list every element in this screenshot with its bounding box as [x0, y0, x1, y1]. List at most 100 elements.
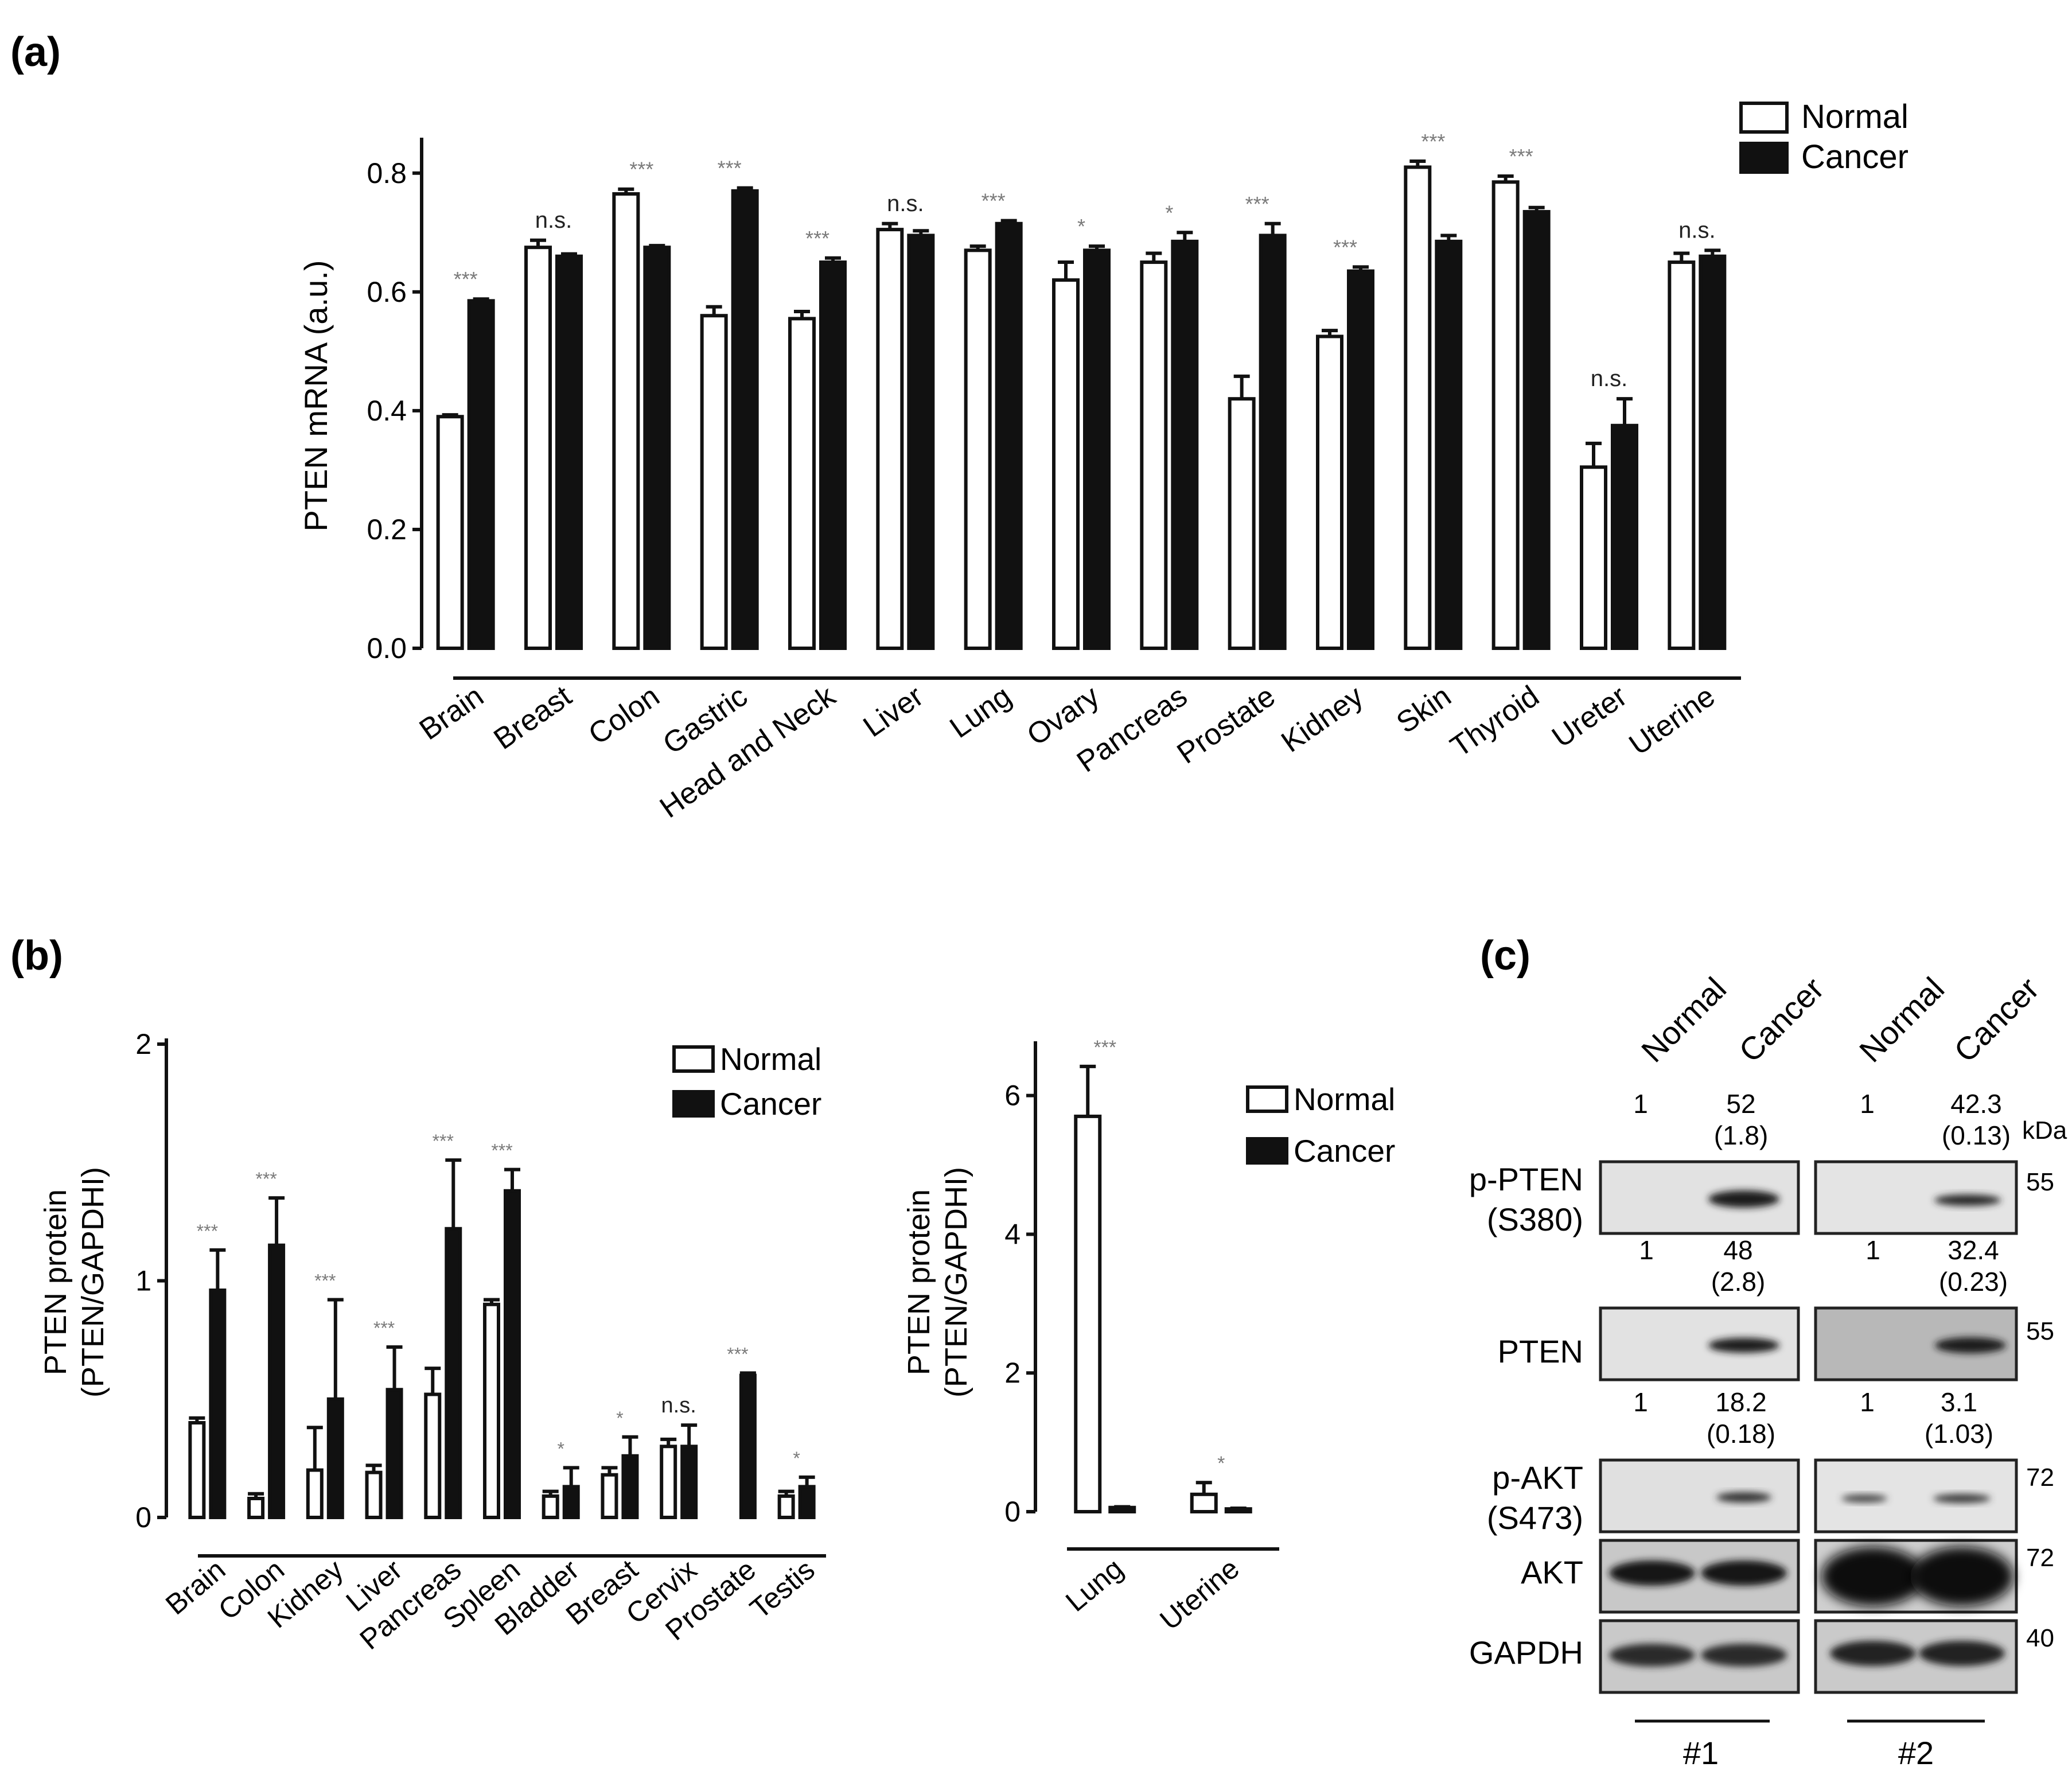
y-tick-label: 0.8: [367, 157, 407, 189]
y-axis-label: PTEN mRNA (a.u.): [298, 260, 334, 532]
x-category-label: Prostate: [1171, 679, 1282, 770]
bar-cancer: [643, 246, 671, 651]
blot-band: [1708, 1338, 1779, 1353]
panel-a-chart: 0.0 0.2 0.4 0.6 0.8 PTEN mRNA (a.u.) *** Brain n…: [298, 130, 1741, 824]
bar-cancer: [1699, 254, 1727, 650]
blot-column-normal-1: Normal: [1634, 970, 1733, 1069]
blot-quant: (0.23): [1939, 1267, 2008, 1297]
significance-label: ***: [373, 1318, 395, 1338]
legend-cancer-label: Cancer: [1294, 1133, 1395, 1169]
bar-normal: [1052, 278, 1080, 650]
y-tick-label: 0: [135, 1501, 151, 1533]
blot-quant: 1: [1860, 1089, 1875, 1119]
x-category-label: Lung: [1060, 1552, 1129, 1618]
bar-normal: [424, 1392, 442, 1519]
bar-cancer: [680, 1445, 698, 1519]
y-axis-label: (PTEN/GAPDHI): [76, 1167, 110, 1398]
bar-cancer: [1224, 1507, 1252, 1513]
panel-label-b: (b): [10, 933, 63, 979]
blot-quant: (0.13): [1942, 1120, 2011, 1150]
bar-cancer: [326, 1397, 344, 1519]
blot-kda-value: 40: [2026, 1624, 2054, 1652]
bar-cancer: [467, 299, 495, 650]
bar-cancer: [209, 1289, 227, 1519]
bar-normal: [1190, 1492, 1218, 1514]
x-category-label: Colon: [583, 679, 666, 751]
bar-normal: [777, 1494, 795, 1519]
y-tick-label: 4: [1004, 1218, 1021, 1250]
blot-row-label: p-PTEN: [1469, 1161, 1583, 1197]
y-tick-label: 6: [1004, 1080, 1021, 1112]
blot-quant: (1.03): [1925, 1419, 1993, 1449]
significance-label: n.s.: [887, 191, 924, 216]
legend-normal-label: Normal: [1294, 1081, 1395, 1117]
blot-band: [1609, 1560, 1695, 1586]
x-category-label: Testis: [744, 1554, 821, 1625]
bar-normal: [1140, 260, 1168, 650]
bar-normal: [1316, 334, 1343, 650]
legend-cancer-label: Cancer: [1801, 138, 1909, 176]
blot-quant: 52: [1726, 1089, 1755, 1119]
significance-label: ***: [255, 1169, 276, 1189]
bar-normal: [306, 1468, 324, 1519]
blot-quant: 1: [1633, 1387, 1648, 1417]
blot-quant: (2.8): [1711, 1267, 1766, 1297]
bar-normal: [601, 1473, 618, 1519]
blot-quant: 1: [1633, 1089, 1648, 1119]
blot-sample-label: #2: [1898, 1735, 1934, 1771]
blot-column-normal-2: Normal: [1852, 970, 1951, 1069]
blot-band: [1935, 1337, 2006, 1353]
blot-band: [1701, 1560, 1787, 1586]
significance-label: n.s.: [1678, 217, 1715, 243]
bar-cancer: [562, 1485, 580, 1519]
blot-quant: (1.8): [1714, 1120, 1769, 1150]
significance-label: ***: [1333, 235, 1357, 259]
bar-normal: [524, 246, 552, 651]
blot-band: [1701, 1644, 1787, 1667]
blot-row-label: (S473): [1487, 1500, 1583, 1536]
blot-row-label: GAPDH: [1469, 1634, 1583, 1671]
significance-label: *: [558, 1438, 564, 1459]
blot-band: [1841, 1494, 1887, 1503]
bar-cancer: [1611, 423, 1638, 650]
y-tick-label: 0.6: [367, 276, 407, 308]
y-tick-label: 1: [135, 1265, 151, 1297]
bar-cancer: [819, 260, 847, 650]
blot-quant: 1: [1639, 1235, 1654, 1265]
blot-quant: 18.2: [1715, 1387, 1767, 1417]
significance-label: ***: [727, 1344, 748, 1364]
bar-normal: [483, 1302, 500, 1519]
significance-label: ***: [433, 1131, 454, 1151]
bar-cancer: [385, 1388, 403, 1519]
significance-label: ***: [197, 1221, 218, 1241]
legend-cancer-swatch: [672, 1090, 715, 1118]
blot-band: [1830, 1641, 1916, 1666]
blot-kda-value: 72: [2026, 1544, 2054, 1572]
bar-normal: [365, 1470, 383, 1519]
blot-band: [1934, 1194, 2001, 1206]
bar-cancer: [268, 1243, 286, 1519]
blot-quant: 3.1: [1941, 1387, 1977, 1417]
panel-b1-legend: Normal Cancer: [672, 1041, 821, 1122]
bar-cancer: [739, 1373, 757, 1519]
panel-b2-chart: 0 2 4 6 PTEN protein (PTEN/GAPDHI) *** Lung * Ute…: [902, 1037, 1279, 1636]
panel-label-c: (c): [1480, 933, 1530, 979]
significance-label: n.s.: [535, 208, 572, 233]
blot-band: [1716, 1492, 1771, 1503]
blot-column-cancer-2: Cancer: [1947, 970, 2046, 1069]
bar-normal: [1228, 397, 1256, 650]
blot-row-label: AKT: [1521, 1554, 1583, 1590]
legend-normal-swatch: [1246, 1085, 1288, 1113]
bar-cancer: [1108, 1505, 1136, 1514]
x-category-label: Liver: [858, 679, 930, 744]
bar-cancer: [731, 189, 759, 650]
blot-panel: [1599, 1306, 1800, 1381]
x-category-label: Kidney: [1275, 679, 1369, 759]
y-tick-label: 2: [1004, 1357, 1021, 1389]
y-tick-label: 0.4: [367, 395, 407, 427]
blot-quant: 1: [1860, 1387, 1875, 1417]
panel-label-a: (a): [10, 29, 61, 75]
bar-normal: [700, 314, 728, 650]
